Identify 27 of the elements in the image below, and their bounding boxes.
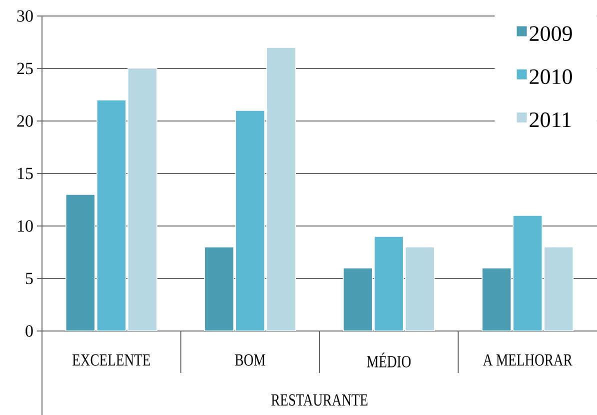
x-tick-label: EXCELENTE xyxy=(72,354,150,366)
bar xyxy=(127,68,158,331)
x-tick-label: BOM xyxy=(235,354,266,366)
bar xyxy=(342,268,373,331)
y-tick-label: 20 xyxy=(17,115,33,127)
y-tick-label: 15 xyxy=(18,168,33,180)
x-tick-label: MÉDIO xyxy=(366,352,411,368)
legend-label: 2011 xyxy=(530,112,571,128)
y-tick-label: 25 xyxy=(17,62,33,74)
bar xyxy=(374,236,404,331)
legend-label: 2010 xyxy=(530,69,572,84)
y-tick-label: 0 xyxy=(26,325,33,337)
bar xyxy=(482,268,512,331)
bar xyxy=(65,194,96,331)
bar xyxy=(96,100,126,331)
bar xyxy=(544,246,574,331)
bar xyxy=(235,110,266,331)
x-axis-title: RESTAURANTE xyxy=(271,394,368,406)
x-tick-label: A MELHORAR xyxy=(482,354,572,366)
bar xyxy=(512,215,543,331)
legend-label: 2009 xyxy=(530,26,572,42)
y-tick-label: 10 xyxy=(18,220,33,232)
bar xyxy=(266,47,296,331)
bar xyxy=(204,246,234,331)
y-tick-label: 30 xyxy=(17,10,33,22)
bar xyxy=(404,246,435,331)
y-tick-label: 5 xyxy=(26,272,33,284)
